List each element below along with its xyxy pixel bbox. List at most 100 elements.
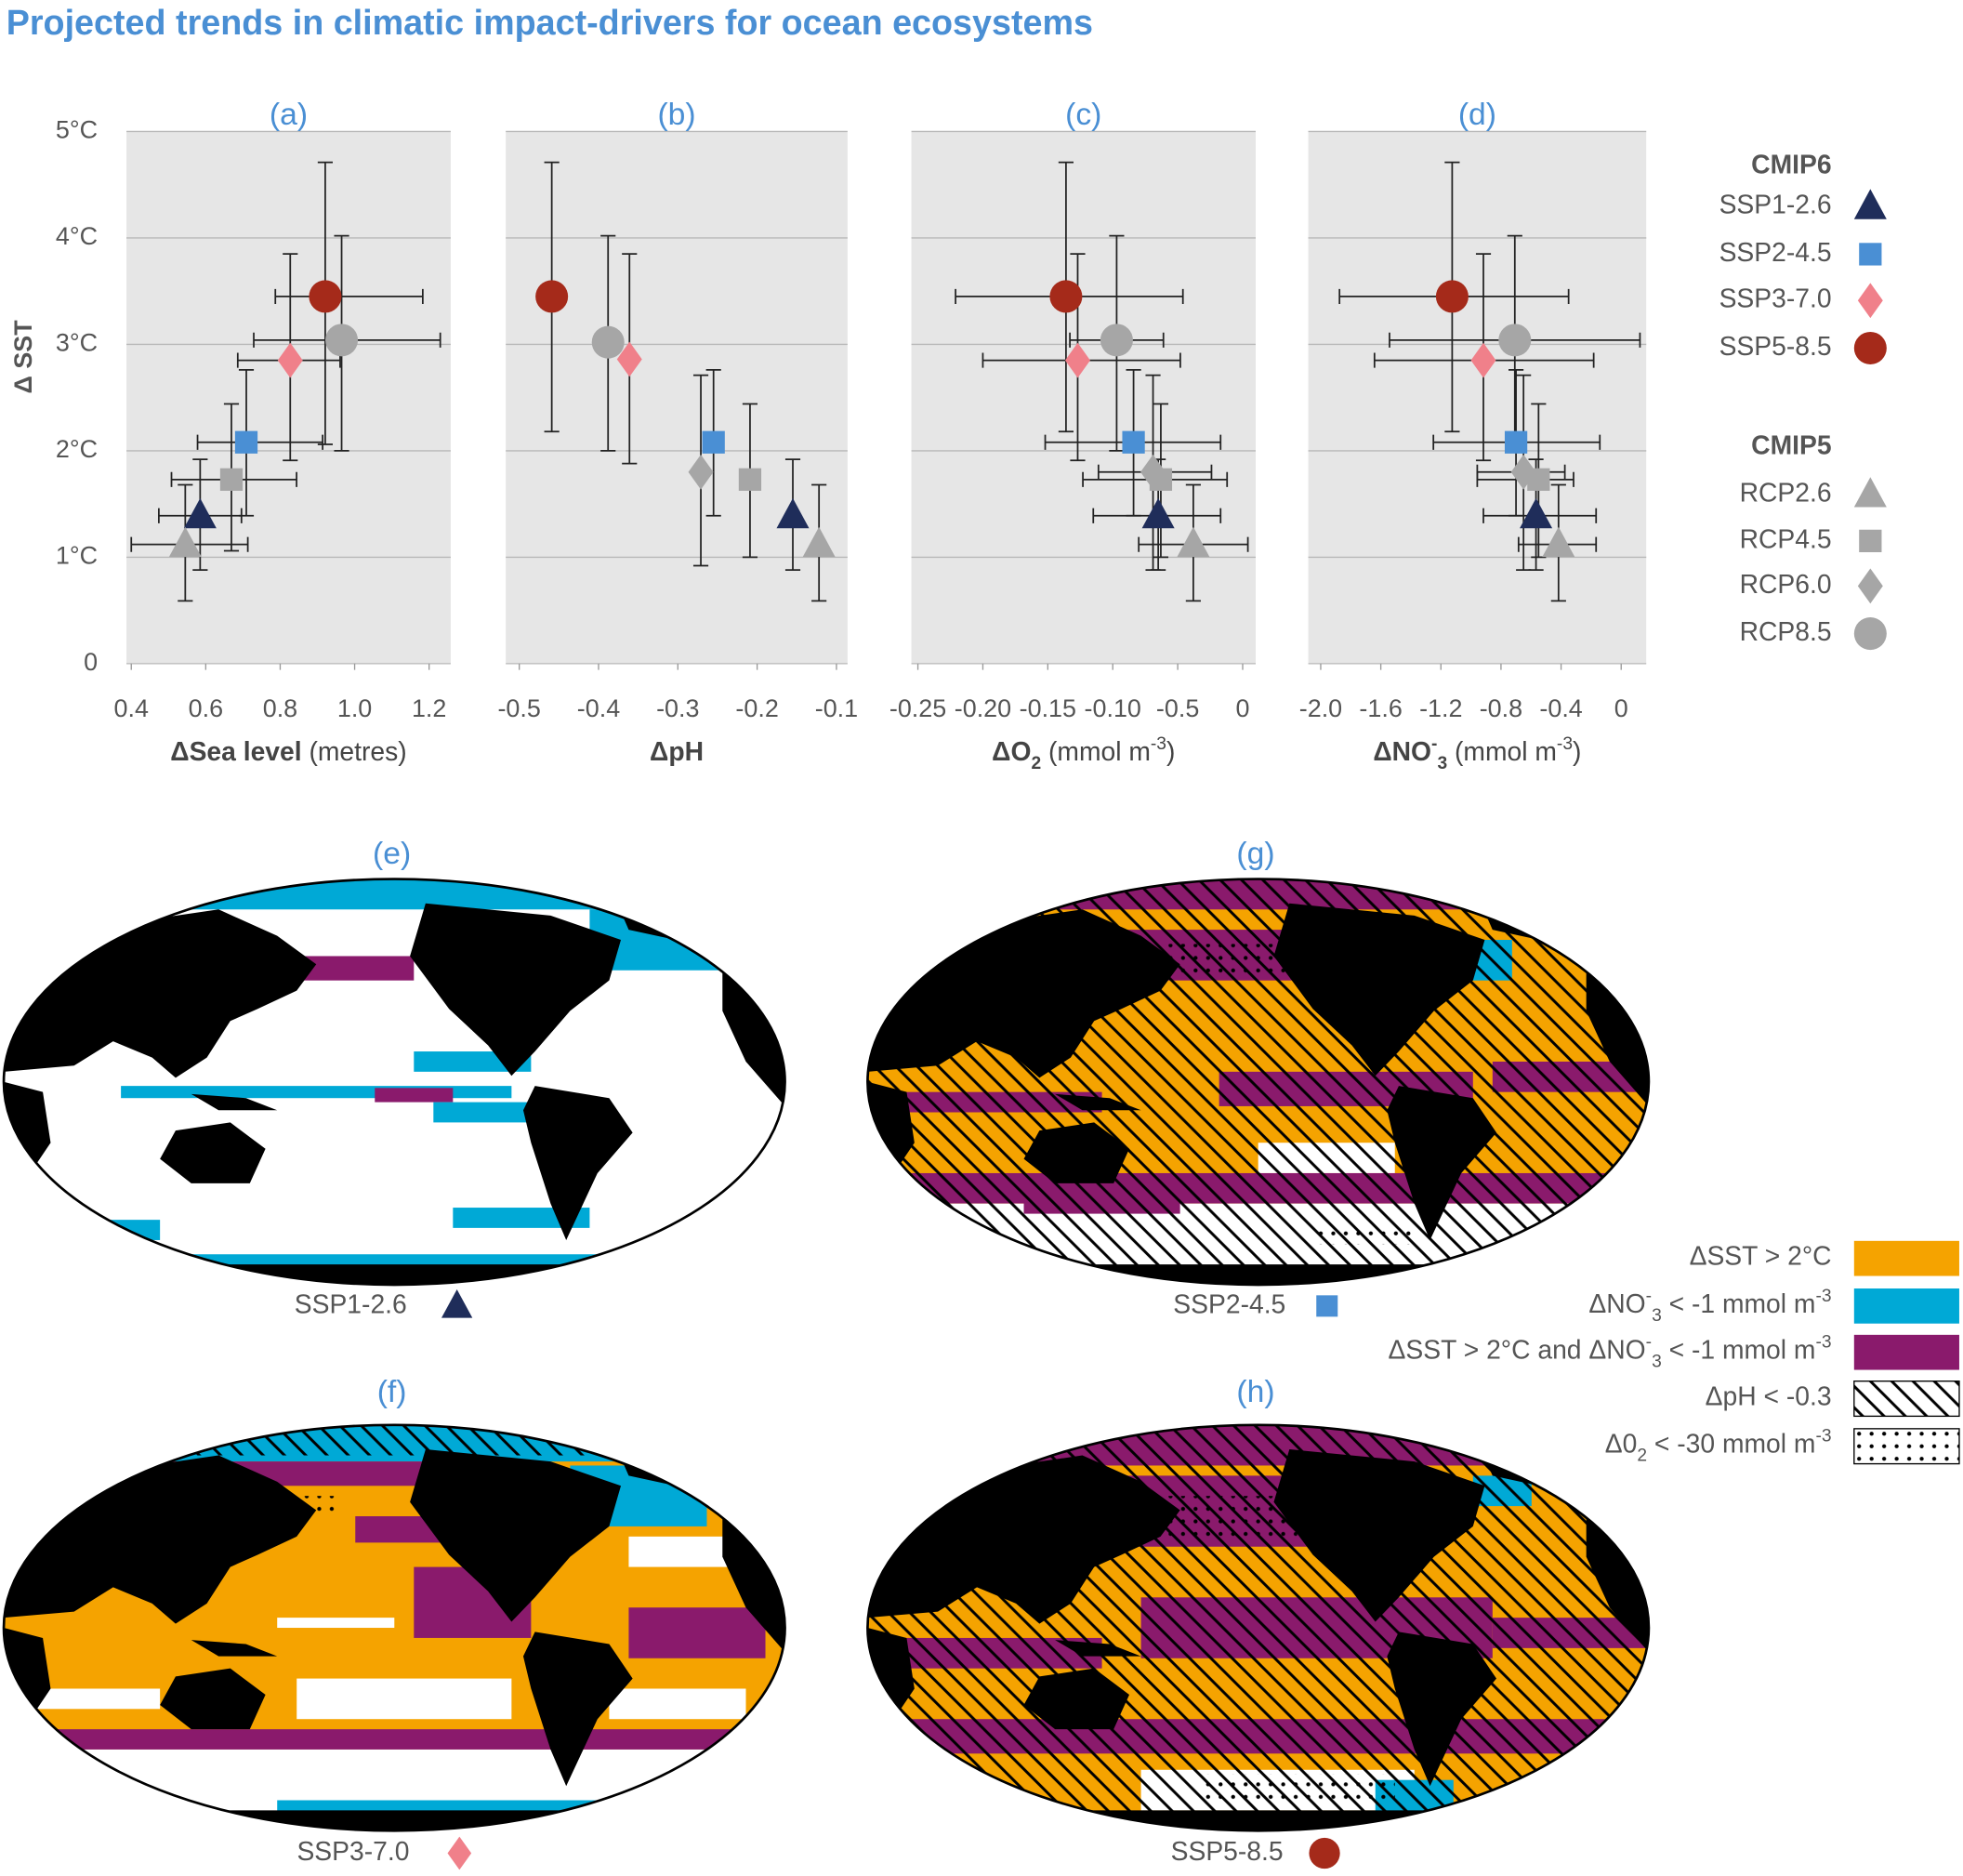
ocean-region	[375, 1088, 454, 1103]
text-part: -3	[1557, 733, 1573, 753]
y-tick-label: 2°C	[56, 435, 98, 463]
legend-label: RCP6.0	[1740, 569, 1832, 599]
map-marker	[447, 1836, 472, 1870]
x-tick-label: -0.3	[656, 694, 699, 722]
map-legend-label: ΔSST > 2°C	[1690, 1241, 1832, 1271]
map-legend-swatch	[1853, 1240, 1959, 1276]
x-axis-label: ΔO2 (mmol m-3)	[992, 733, 1175, 773]
land	[867, 1264, 1649, 1285]
land	[191, 1093, 278, 1111]
y-tick-label: 3°C	[56, 329, 98, 357]
x-tick-label: -0.2	[735, 694, 778, 722]
point	[1049, 280, 1083, 313]
map-legend-label: ΔSST > 2°C and ΔNO-3 < -1 mmol m-3	[1389, 1332, 1832, 1371]
legend-label: SSP3-7.0	[1719, 284, 1832, 313]
text-part: -	[1431, 733, 1437, 753]
x-tick-label: -0.10	[1085, 694, 1141, 722]
ocean-region	[296, 1678, 512, 1720]
land	[4, 1264, 785, 1285]
legend-marker	[1853, 477, 1887, 508]
legend-label: SSP5-8.5	[1719, 331, 1832, 361]
map-legend-label: ΔpH < -0.3	[1706, 1381, 1832, 1411]
legend-marker	[1857, 568, 1883, 604]
point	[616, 341, 642, 377]
panel-title: (d)	[1458, 98, 1496, 132]
text-part: -	[1646, 1286, 1652, 1305]
text-part: -3	[1151, 733, 1166, 753]
y-tick-label: 1°C	[56, 542, 98, 570]
text-part: 3	[1652, 1305, 1662, 1325]
text-part: -	[1646, 1332, 1652, 1352]
text-part: (metres)	[302, 736, 407, 766]
point	[688, 454, 714, 490]
text-part: -3	[1815, 1426, 1831, 1446]
land	[867, 1081, 915, 1194]
y-tick-label: 5°C	[56, 116, 98, 144]
land	[867, 1810, 1649, 1831]
point	[738, 468, 762, 491]
map-marker	[441, 1288, 473, 1318]
map	[4, 1424, 785, 1831]
land	[4, 1628, 51, 1740]
x-tick-label: 0	[1614, 694, 1628, 722]
legend-marker	[1853, 331, 1887, 364]
ocean-region	[277, 1618, 395, 1629]
text-part: ΔpH < -0.3	[1706, 1381, 1832, 1411]
legend-label: RCP2.6	[1740, 478, 1832, 508]
text-part: -3	[1815, 1332, 1831, 1352]
map-caption: SSP2-4.5	[1173, 1288, 1285, 1318]
land	[191, 1640, 278, 1657]
legend-label: RCP8.5	[1740, 616, 1832, 646]
land	[410, 903, 622, 1077]
land	[1387, 1632, 1497, 1787]
map-caption: SSP5-8.5	[1171, 1836, 1284, 1866]
map-legend-label: Δ02 < -30 mmol m-3	[1605, 1426, 1832, 1465]
x-tick-label: 0	[1236, 694, 1250, 722]
error-bar-x	[274, 288, 424, 304]
x-tick-label: -0.20	[955, 694, 1011, 722]
text-part: < -30 mmol m	[1647, 1429, 1815, 1459]
x-tick-label: -0.25	[889, 694, 946, 722]
ocean-region	[433, 1102, 532, 1123]
map-legend-label: ΔNO-3 < -1 mmol m-3	[1588, 1286, 1831, 1325]
text-part: ΔO	[992, 736, 1031, 766]
legend-marker	[1853, 617, 1887, 651]
map-legend-swatch	[1853, 1428, 1960, 1465]
land	[1023, 1668, 1129, 1730]
legend-title: CMIP5	[1751, 429, 1831, 459]
legend-marker	[1857, 283, 1883, 319]
text-part: (mmol m	[1447, 736, 1557, 766]
plot-area	[506, 131, 848, 664]
map-border	[2, 1423, 786, 1832]
point	[1177, 526, 1210, 558]
ocean-region	[628, 1607, 766, 1658]
text-part: 3	[1437, 753, 1447, 773]
ocean-region	[4, 879, 785, 910]
y-axis-label: Δ SST	[9, 320, 37, 394]
land	[1055, 1640, 1141, 1657]
text-part: ΔNO	[1373, 736, 1431, 766]
point	[183, 497, 217, 529]
x-axis-label: ΔpH	[650, 736, 704, 766]
land	[410, 1449, 622, 1622]
map-border	[2, 878, 786, 1287]
y-tick-label: 4°C	[56, 222, 98, 250]
x-tick-label: -2.0	[1299, 694, 1342, 722]
text-part: ΔSST > 2°C	[1690, 1241, 1832, 1271]
text-part: 3	[1652, 1352, 1662, 1371]
map	[4, 879, 785, 1285]
point	[1122, 430, 1145, 454]
map-border	[866, 1423, 1651, 1832]
point	[702, 430, 725, 454]
map	[867, 1424, 1649, 1831]
text-part: ΔNO	[1588, 1288, 1645, 1318]
text-part: 2	[1637, 1446, 1647, 1465]
map-marker	[1309, 1837, 1340, 1869]
point	[168, 526, 202, 558]
point	[1504, 430, 1528, 454]
x-tick-label: -0.8	[1480, 694, 1522, 722]
land	[1387, 1086, 1497, 1240]
map-legend-swatch	[1853, 1381, 1960, 1418]
panel-title: (a)	[270, 98, 308, 132]
